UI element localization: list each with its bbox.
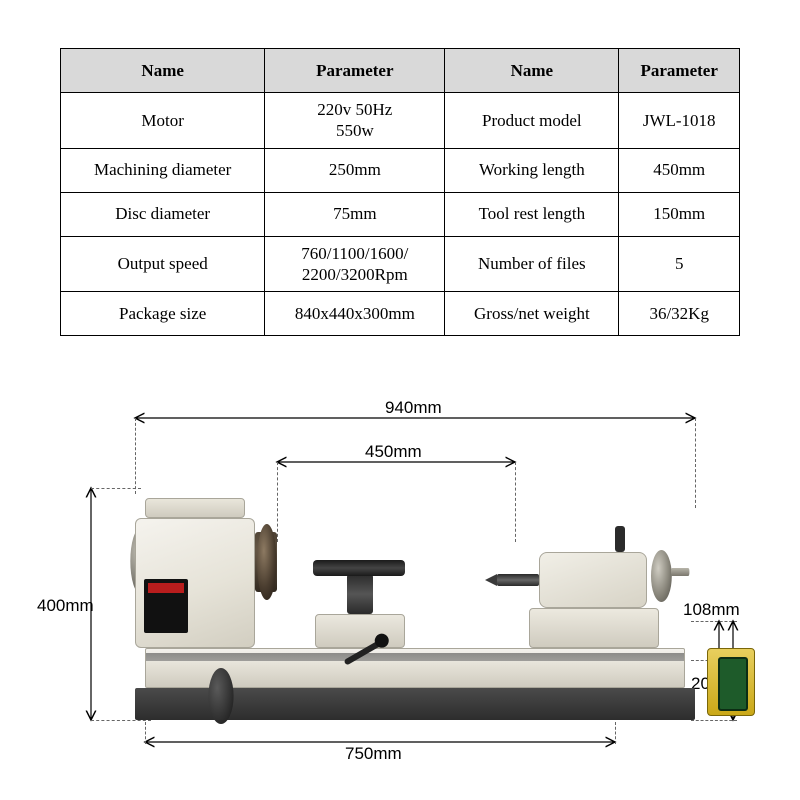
spec-value: 150mm — [619, 192, 740, 236]
spec-value: 250mm — [265, 148, 445, 192]
toolrest-post — [347, 574, 373, 614]
spec-value: 5 — [619, 236, 740, 292]
ext-line — [615, 722, 616, 744]
tailstock-base — [529, 608, 659, 648]
tailstock-body — [539, 552, 647, 608]
col-header: Name — [61, 49, 265, 93]
ext-line — [135, 418, 136, 494]
dim-working-length: 450mm — [365, 442, 422, 462]
spec-name: Package size — [61, 292, 265, 336]
spec-value: 450mm — [619, 148, 740, 192]
table-body: Motor220v 50Hz550wProduct modelJWL-1018M… — [61, 93, 740, 336]
ext-line — [695, 418, 696, 508]
power-switch — [707, 648, 755, 716]
spec-name: Product model — [445, 93, 619, 149]
lathe-illustration — [135, 490, 695, 720]
hand-wheel — [208, 668, 233, 724]
table-row: Package size840x440x300mmGross/net weigh… — [61, 292, 740, 336]
col-header: Parameter — [619, 49, 740, 93]
spec-value: 760/1100/1600/2200/3200Rpm — [265, 236, 445, 292]
table-row: Motor220v 50Hz550wProduct modelJWL-1018 — [61, 93, 740, 149]
tailstock-lock — [615, 526, 625, 552]
spec-name: Number of files — [445, 236, 619, 292]
ext-line — [691, 621, 737, 622]
toolrest — [313, 560, 405, 576]
table-row: Disc diameter75mmTool rest length150mm — [61, 192, 740, 236]
col-header: Parameter — [265, 49, 445, 93]
spec-name: Motor — [61, 93, 265, 149]
spec-name: Tool rest length — [445, 192, 619, 236]
ext-line — [691, 720, 737, 721]
headstock — [135, 518, 255, 648]
dim-overall-height: 400mm — [37, 596, 94, 616]
spec-name: Machining diameter — [61, 148, 265, 192]
table-header-row: Name Parameter Name Parameter — [61, 49, 740, 93]
table-row: Output speed760/1100/1600/2200/3200RpmNu… — [61, 236, 740, 292]
faceplate-disc — [257, 524, 277, 600]
ext-line — [145, 722, 146, 744]
spec-value: 36/32Kg — [619, 292, 740, 336]
spec-value: 220v 50Hz550w — [265, 93, 445, 149]
dim-base-length: 750mm — [345, 744, 402, 764]
dimension-diagram: 940mm 450mm 125mm 400mm 108mm 200mm 750m… — [55, 390, 745, 760]
ext-line — [91, 720, 151, 721]
table-row: Machining diameter250mmWorking length450… — [61, 148, 740, 192]
spec-name: Disc diameter — [61, 192, 265, 236]
col-header: Name — [445, 49, 619, 93]
tailstock-quill — [497, 574, 539, 586]
dim-overall-width: 940mm — [385, 398, 442, 418]
toolrest-base — [315, 614, 405, 648]
spec-table-container: Name Parameter Name Parameter Motor220v … — [60, 48, 740, 336]
spec-plate — [144, 579, 188, 633]
spec-table: Name Parameter Name Parameter Motor220v … — [60, 48, 740, 336]
tailstock-wheel — [651, 550, 672, 602]
headstock-top — [145, 498, 245, 518]
spec-name: Output speed — [61, 236, 265, 292]
spec-value: 840x440x300mm — [265, 292, 445, 336]
spec-name: Gross/net weight — [445, 292, 619, 336]
spec-value: 75mm — [265, 192, 445, 236]
spec-name: Working length — [445, 148, 619, 192]
spec-value: JWL-1018 — [619, 93, 740, 149]
ext-line — [91, 488, 141, 489]
